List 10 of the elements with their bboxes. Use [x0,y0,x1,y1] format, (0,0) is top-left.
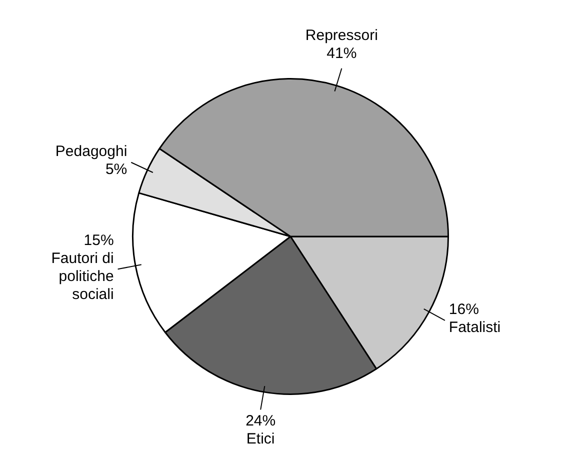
data-label: 16% [448,301,479,318]
slice-label: Fautori di politiche sociali [51,250,114,303]
slice-label: Etici [246,430,275,448]
data-label: 5% [105,161,128,178]
data-label: 41% [326,45,357,62]
slice-label: Repressori [305,27,378,44]
data-label: 24% [246,412,276,430]
slice-label: Fatalisti [448,319,501,336]
data-label: 15% [84,232,114,249]
slice-label: Pedagoghi [55,143,128,160]
